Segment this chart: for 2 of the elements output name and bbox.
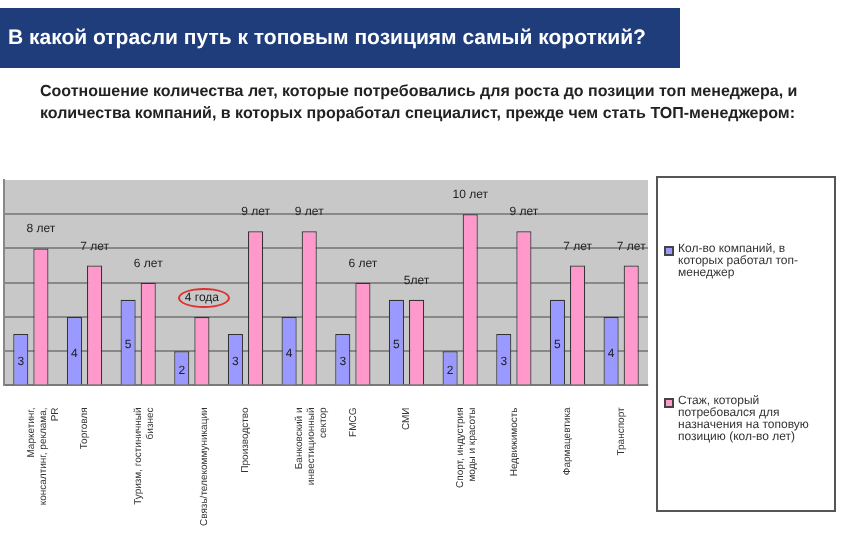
chart-subtitle: Соотношение количества лет, которые потребовались для роста до позиции топ менеджера, и количества компаний, в которых проработал специалист, прежде чем стать ТОП-менеджером: [40,80,800,124]
chart-title: В какой отрасли путь к топовым позициям самый короткий? [0,8,680,68]
